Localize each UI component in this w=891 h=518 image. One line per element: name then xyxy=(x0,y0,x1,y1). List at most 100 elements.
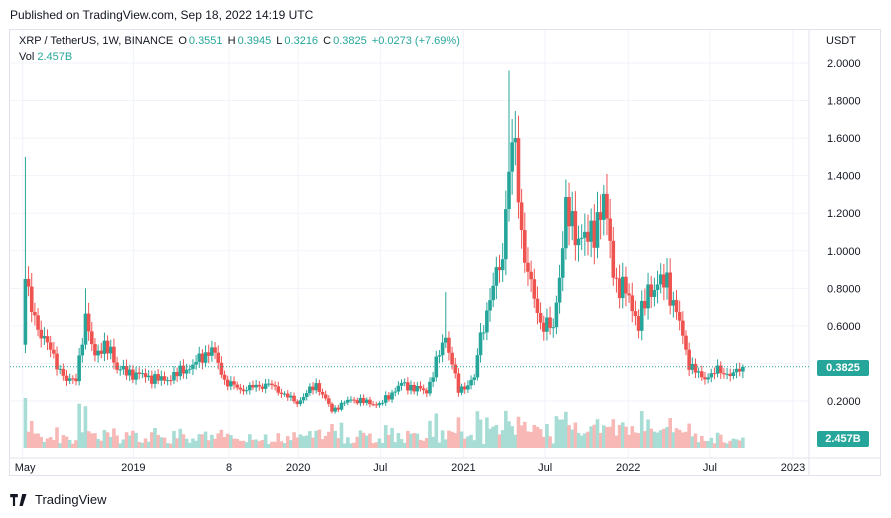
candle-body xyxy=(112,346,116,363)
candle-body xyxy=(643,300,647,309)
chart-frame[interactable] xyxy=(9,29,881,476)
volume-bar xyxy=(696,442,701,448)
volume-bar xyxy=(399,439,404,448)
candle-body xyxy=(715,365,720,374)
volume-bar xyxy=(263,434,268,448)
y-tick-label: 1.2000 xyxy=(827,208,861,220)
volume-bar xyxy=(652,431,657,448)
candle-body xyxy=(662,274,666,288)
volume-bar xyxy=(339,422,344,448)
volume-bar xyxy=(671,432,676,448)
candle-body xyxy=(165,380,170,382)
candle-body xyxy=(557,277,562,303)
volume-bar xyxy=(317,429,322,448)
volume-bar xyxy=(519,425,524,448)
candle-body xyxy=(304,393,309,398)
candle-body xyxy=(545,317,549,332)
volume-bar xyxy=(494,424,499,448)
volume-bar xyxy=(327,431,331,448)
change-value: +0.0273 (+7.69%) xyxy=(371,35,460,47)
volume-bar xyxy=(200,434,205,448)
candle-body xyxy=(598,212,603,220)
candle-body xyxy=(589,220,593,242)
candle-body xyxy=(197,353,202,362)
candle-body xyxy=(266,383,271,385)
volume-value: 2.457B xyxy=(37,51,73,63)
volume-bar xyxy=(504,410,508,448)
volume-bar xyxy=(440,430,445,448)
volume-legend: Vol 2.457B xyxy=(19,51,72,63)
candle-body xyxy=(469,379,473,386)
volume-bar xyxy=(731,438,736,448)
volume-bar xyxy=(206,440,211,448)
candle-body xyxy=(504,209,508,260)
volume-bar xyxy=(187,442,192,448)
volume-bar xyxy=(304,435,309,448)
volume-bar xyxy=(273,441,277,448)
candle-body xyxy=(377,403,382,406)
candle-body xyxy=(573,211,578,246)
volume-bar xyxy=(194,440,198,448)
volume-bar xyxy=(323,435,328,448)
candle-body xyxy=(71,378,75,380)
candle-body xyxy=(507,171,511,210)
y-tick-label: 2.0000 xyxy=(827,58,861,70)
candle-body xyxy=(251,384,255,388)
candle-body xyxy=(80,344,85,356)
x-tick-label: Jul xyxy=(703,462,717,474)
volume-bar xyxy=(311,437,315,448)
candle-body xyxy=(105,340,110,354)
volume-bar xyxy=(693,433,698,448)
volume-bar xyxy=(380,442,385,448)
candle-body xyxy=(459,386,464,393)
volume-bar xyxy=(450,431,454,448)
candle-body xyxy=(475,355,480,378)
volume-bar xyxy=(541,436,546,448)
candle-body xyxy=(184,369,189,374)
volume-bar xyxy=(421,440,426,448)
candle-body xyxy=(402,382,407,384)
candle-body xyxy=(741,366,745,372)
candle-body xyxy=(687,349,691,370)
candle-body xyxy=(620,276,625,299)
volume-bar xyxy=(469,434,473,448)
candle-body xyxy=(279,392,284,395)
volume-bar xyxy=(478,419,483,448)
candle-body xyxy=(421,388,426,391)
candle-body xyxy=(368,399,372,405)
candle-body xyxy=(64,375,69,381)
volume-bar xyxy=(197,434,202,448)
x-tick-label: May xyxy=(15,462,36,474)
candle-body xyxy=(156,374,160,381)
volume-bar xyxy=(668,418,672,448)
volume-bar xyxy=(210,434,214,448)
candle-body xyxy=(140,373,145,375)
volume-bar xyxy=(89,433,94,448)
volume-bar xyxy=(137,441,142,448)
candle-body xyxy=(690,364,695,370)
footer-brand[interactable]: TradingView xyxy=(10,492,107,507)
volume-bar xyxy=(77,403,81,448)
symbol-label[interactable]: XRP / TetherUS, 1W, BINANCE xyxy=(19,35,174,47)
volume-bar xyxy=(608,426,612,448)
candle-body xyxy=(260,386,265,389)
y-tick-label: 1.4000 xyxy=(827,171,861,183)
candle-body xyxy=(639,300,644,331)
volume-bar xyxy=(718,434,723,448)
candle-body xyxy=(646,284,650,309)
candle-body xyxy=(235,384,239,388)
candle-body xyxy=(323,394,328,399)
volume-bar xyxy=(598,432,603,448)
volume-bar xyxy=(728,440,733,448)
candle-body xyxy=(342,402,347,404)
volume-bar xyxy=(295,437,300,448)
volume-bar xyxy=(415,433,420,448)
candle-body xyxy=(415,386,420,392)
volume-bar xyxy=(358,430,363,448)
candle-body xyxy=(393,391,398,393)
volume-bar xyxy=(387,434,391,448)
volume-bar xyxy=(485,417,489,448)
volume-bar xyxy=(497,434,502,448)
candle-body xyxy=(371,404,375,406)
